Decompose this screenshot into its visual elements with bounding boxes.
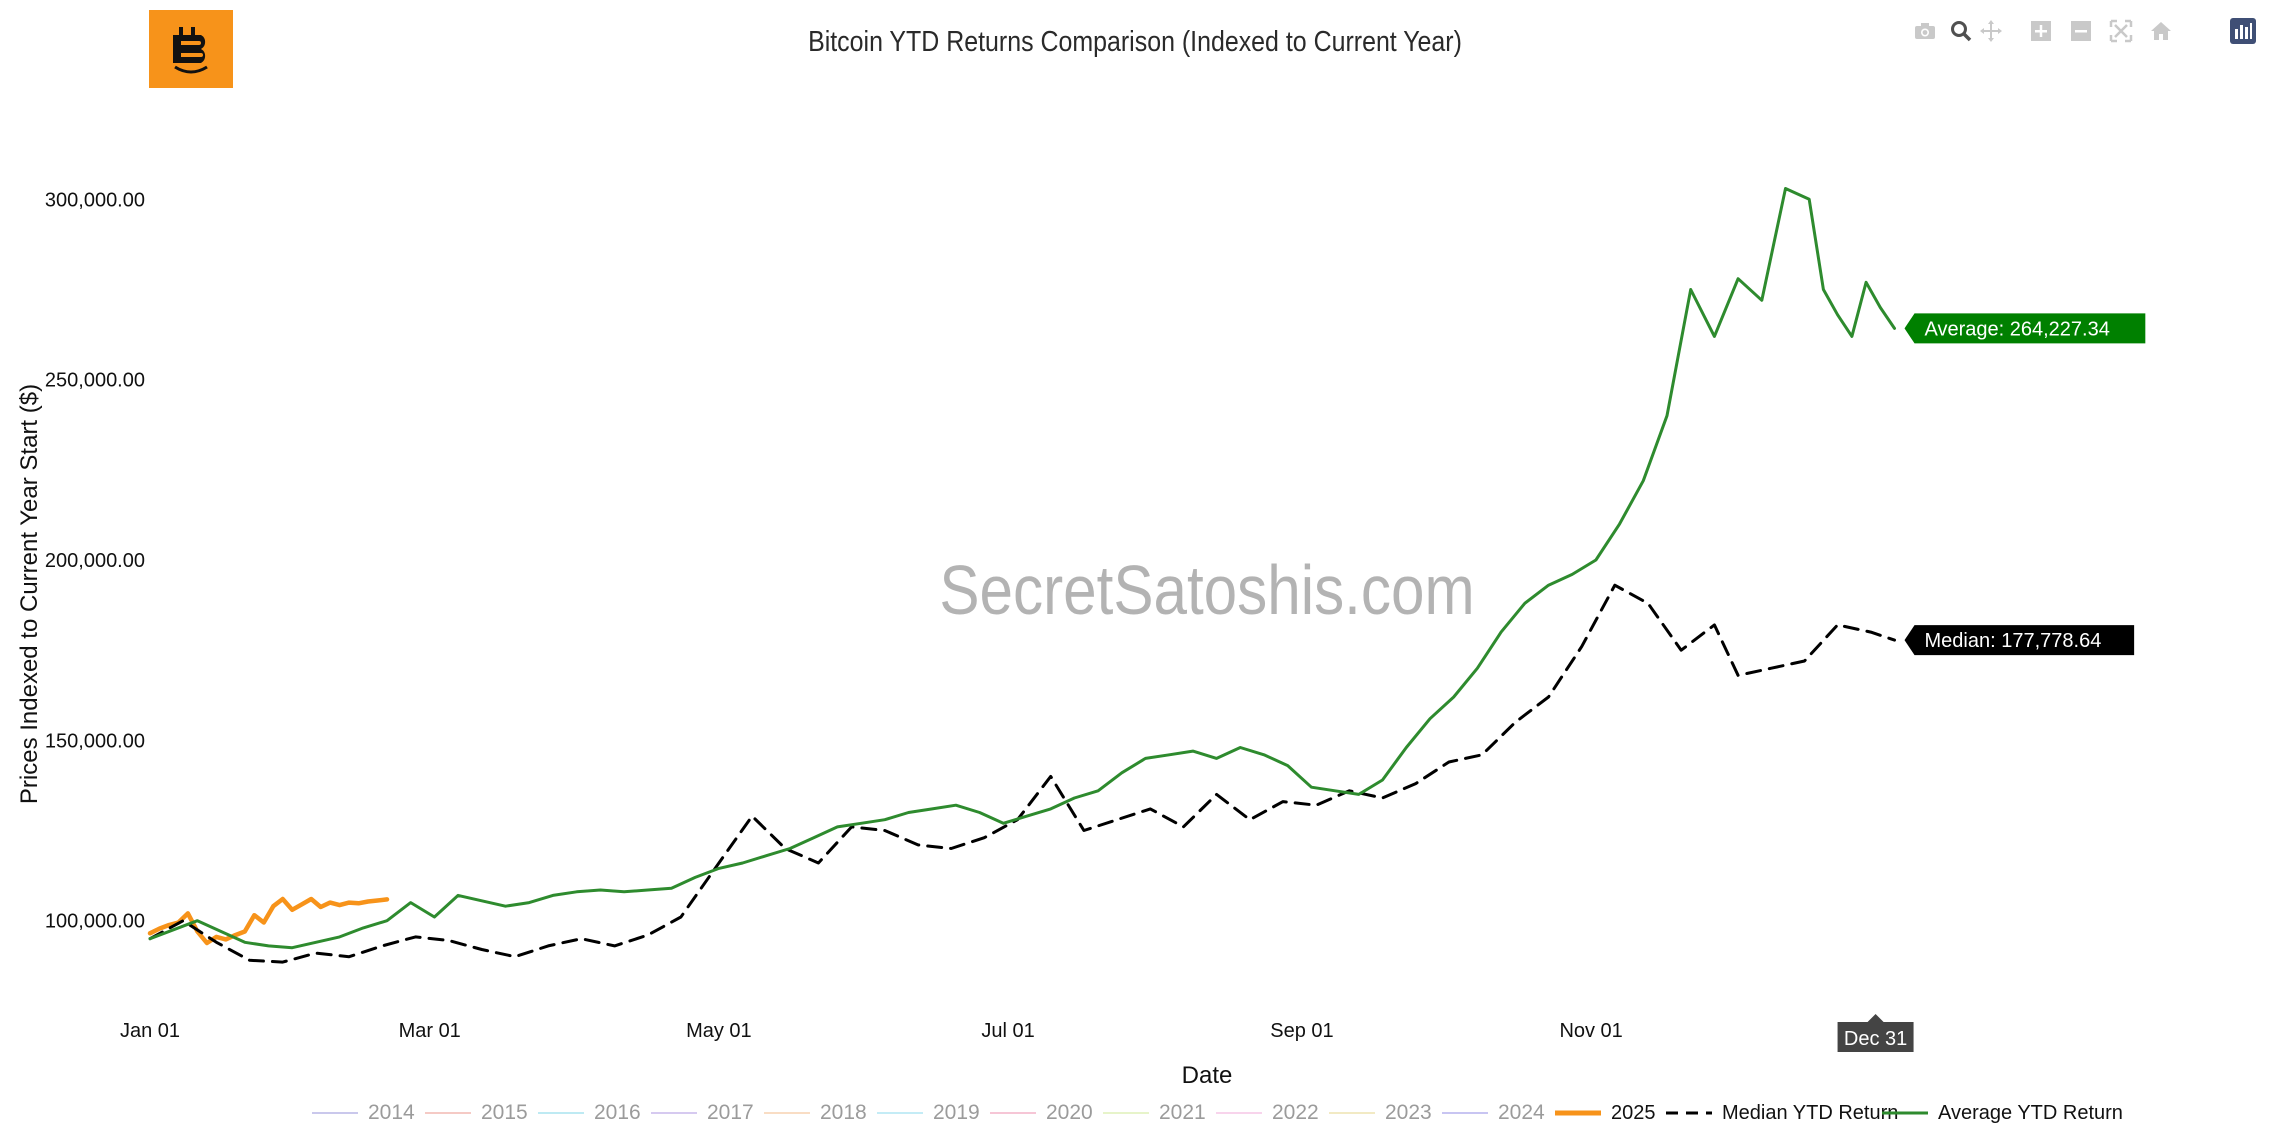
average-end-label-box: [1904, 313, 2146, 344]
series-line-2025[interactable]: [147, 896, 390, 946]
autoscale-icon[interactable]: [2106, 16, 2136, 46]
legend-label: 2017: [707, 1101, 754, 1124]
legend-swatch: [425, 1112, 471, 1114]
y-tick-label: 100,000.00: [45, 911, 145, 933]
zoom-in-icon[interactable]: [2026, 16, 2056, 46]
legend-item-average-ytd-return[interactable]: Average YTD Return: [1880, 1098, 2123, 1128]
y-axis-title: Prices Indexed to Current Year Start ($): [16, 384, 43, 804]
legend-swatch: [1216, 1112, 1262, 1114]
hover-date-box: [1837, 1014, 1914, 1052]
legend-swatch: [990, 1112, 1036, 1114]
average-end-label: Average: 264,227.34: [1925, 318, 2110, 340]
x-tick-label: Jan 01: [120, 1020, 180, 1042]
legend-item-2016[interactable]: 2016: [536, 1098, 641, 1128]
legend-swatch: [1555, 1110, 1601, 1116]
zoom-out-icon[interactable]: [2066, 16, 2096, 46]
legend-label: 2022: [1272, 1101, 1319, 1124]
legend-label: 2014: [368, 1101, 415, 1124]
legend-label: 2016: [594, 1101, 641, 1124]
legend-item-2015[interactable]: 2015: [423, 1098, 528, 1128]
x-tick-label: Nov 01: [1559, 1020, 1622, 1042]
legend-label: 2021: [1159, 1101, 1206, 1124]
legend-label: 2020: [1046, 1101, 1093, 1124]
legend-swatch: [764, 1112, 810, 1114]
legend-swatch: [1442, 1112, 1488, 1114]
legend-item-median-ytd-return[interactable]: Median YTD Return: [1664, 1098, 1898, 1128]
legend-label: 2023: [1385, 1101, 1432, 1124]
legend-item-2021[interactable]: 2021: [1101, 1098, 1206, 1128]
legend-item-2017[interactable]: 2017: [649, 1098, 754, 1128]
chart-legend: 2014 2015 2016 2017 2018 2019 2020 2021 2022 2023…: [0, 1098, 2270, 1128]
legend-item-2022[interactable]: 2022: [1214, 1098, 1319, 1128]
legend-swatch: [538, 1112, 584, 1114]
legend-label: 2024: [1498, 1101, 1545, 1124]
legend-item-2018[interactable]: 2018: [762, 1098, 867, 1128]
bitcoin-face-icon: [173, 27, 208, 74]
y-tick-label: 250,000.00: [45, 370, 145, 392]
legend-item-2024[interactable]: 2024: [1440, 1098, 1545, 1128]
legend-swatch: [877, 1112, 923, 1114]
legend-label: Median YTD Return: [1722, 1101, 1899, 1124]
series-line-median-ytd-return[interactable]: [148, 583, 1896, 964]
legend-label: 2015: [481, 1101, 528, 1124]
legend-label: 2019: [933, 1101, 980, 1124]
x-axis-title: Date: [1182, 1062, 1233, 1089]
series-line-average-ytd-return[interactable]: [148, 187, 1896, 950]
x-tick-label: Mar 01: [399, 1020, 461, 1042]
y-tick-label: 300,000.00: [45, 189, 145, 211]
plotly-logo-icon[interactable]: [2228, 16, 2258, 46]
legend-label: 2025: [1611, 1101, 1656, 1124]
x-tick-label: Jul 01: [981, 1020, 1034, 1042]
y-tick-label: 150,000.00: [45, 730, 145, 752]
pan-icon[interactable]: [1976, 16, 2006, 46]
legend-swatch: [312, 1112, 358, 1114]
median-end-label: Median: 177,778.64: [1925, 630, 2102, 652]
median-end-label-box: [1904, 625, 2135, 656]
legend-item-2014[interactable]: 2014: [310, 1098, 415, 1128]
legend-swatch: [1666, 1111, 1712, 1115]
legend-item-2023[interactable]: 2023: [1327, 1098, 1432, 1128]
legend-item-2019[interactable]: 2019: [875, 1098, 980, 1128]
watermark-text: SecretSatoshis.com: [939, 551, 1474, 629]
camera-icon[interactable]: [1910, 16, 1940, 46]
legend-label: 2018: [820, 1101, 867, 1124]
chart-title: Bitcoin YTD Returns Comparison (Indexed …: [808, 26, 1462, 58]
bitcoin-logo: [149, 10, 233, 88]
legend-swatch: [1329, 1112, 1375, 1114]
legend-swatch: [651, 1112, 697, 1114]
x-tick-label: May 01: [686, 1020, 752, 1042]
hover-date-label: Dec 31: [1844, 1028, 1907, 1050]
y-tick-label: 200,000.00: [45, 550, 145, 572]
legend-item-2020[interactable]: 2020: [988, 1098, 1093, 1128]
reset-axes-icon[interactable]: [2146, 16, 2176, 46]
legend-swatch: [1103, 1112, 1149, 1114]
legend-swatch: [1882, 1111, 1928, 1115]
legend-label: Average YTD Return: [1938, 1101, 2123, 1124]
zoom-icon[interactable]: [1946, 16, 1976, 46]
legend-item-2025[interactable]: 2025: [1553, 1098, 1656, 1128]
x-tick-label: Sep 01: [1270, 1020, 1333, 1042]
